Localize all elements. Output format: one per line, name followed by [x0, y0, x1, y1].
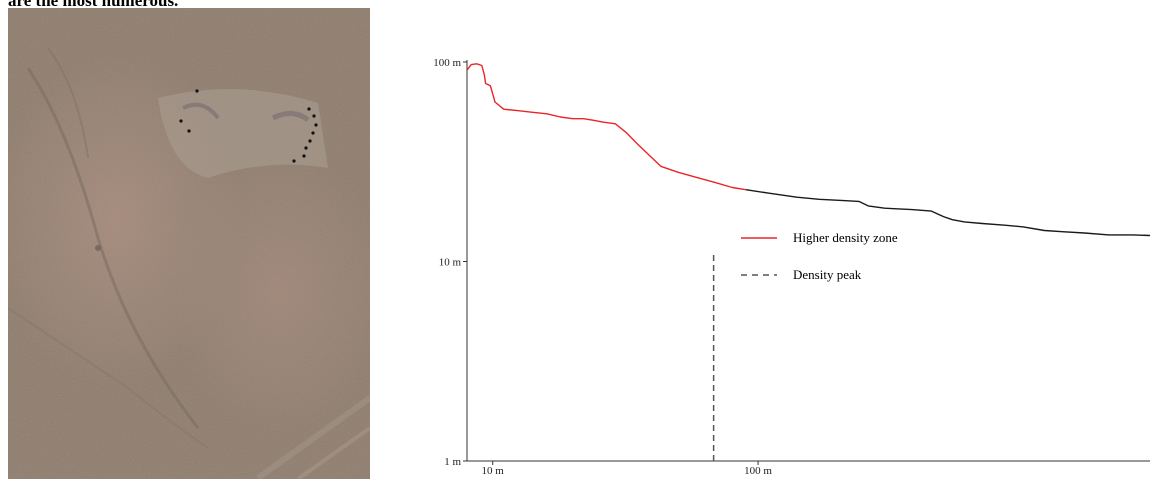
- series-line-lower-density: [745, 189, 1150, 237]
- satellite-image: [8, 8, 370, 479]
- chart-canvas: 100 m 10 m 1 m 10 m 100 m Higher density zon…: [433, 57, 1150, 477]
- legend-label: Density peak: [793, 267, 862, 282]
- terrain-photo: [8, 8, 370, 479]
- site-markers: [179, 89, 318, 163]
- y-tick-label: 1 m: [444, 456, 461, 468]
- chart-axes: 100 m 10 m 1 m 10 m 100 m: [433, 57, 1150, 477]
- legend-label: Higher density zone: [793, 230, 898, 245]
- x-tick-label: 10 m: [482, 465, 505, 477]
- caption-text: are the most numerous.: [8, 0, 179, 10]
- chart-legend: Higher density zone Density peak: [741, 230, 898, 282]
- series-line-higher-density: [466, 63, 747, 191]
- y-tick-label: 10 m: [439, 257, 462, 269]
- density-chart: 100 m 10 m 1 m 10 m 100 m Higher density zon…: [380, 0, 1150, 479]
- chart-series: [466, 63, 1150, 461]
- x-tick-label: 100 m: [744, 465, 772, 477]
- y-tick-label: 100 m: [433, 57, 461, 69]
